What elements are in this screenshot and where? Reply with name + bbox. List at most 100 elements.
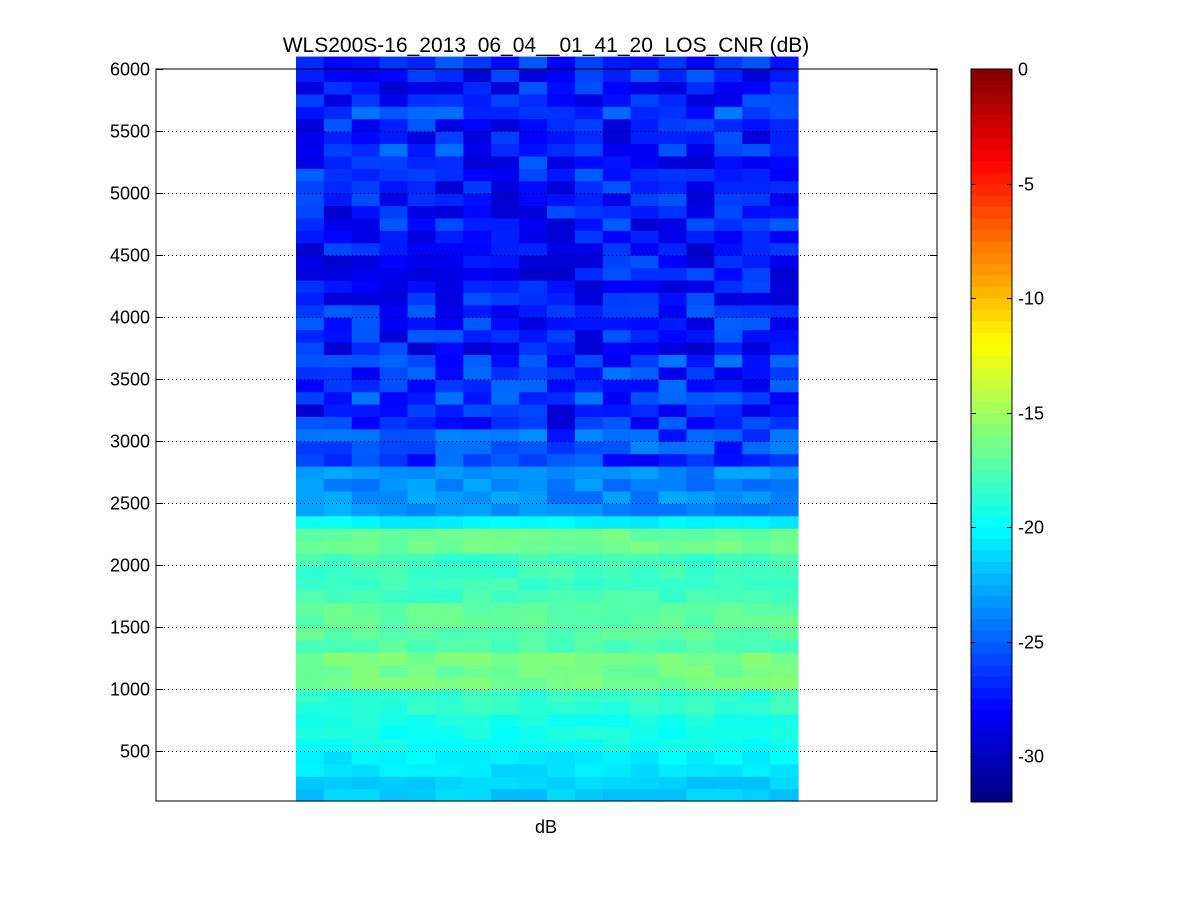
- colorbar-band: [971, 412, 1012, 425]
- heatmap-cell: [435, 540, 464, 554]
- heatmap-cell: [630, 403, 660, 417]
- heatmap-cell: [658, 627, 688, 641]
- heatmap-cell: [379, 56, 409, 70]
- heatmap-cell: [379, 106, 409, 120]
- heatmap-cell: [602, 676, 632, 690]
- heatmap-cell: [742, 193, 771, 207]
- heatmap-cell: [296, 180, 325, 194]
- heatmap-cell: [379, 93, 409, 107]
- heatmap-cell: [379, 726, 409, 740]
- colorbar-band: [971, 790, 1012, 803]
- colorbar-band: [971, 744, 1012, 757]
- colorbar-band: [971, 458, 1012, 471]
- heatmap-cell: [407, 267, 437, 281]
- heatmap-cell: [574, 106, 604, 120]
- heatmap-cell: [574, 230, 604, 244]
- heatmap-cell: [491, 354, 520, 368]
- heatmap-cell: [296, 552, 325, 566]
- heatmap-cell: [351, 93, 381, 107]
- heatmap-cell: [407, 403, 437, 417]
- heatmap-cell: [463, 751, 492, 765]
- heatmap-cell: [630, 453, 660, 467]
- heatmap-cell: [686, 180, 715, 194]
- heatmap-cell: [547, 391, 576, 405]
- heatmap-cell: [686, 131, 715, 145]
- heatmap-cell: [407, 652, 437, 666]
- heatmap-cell: [742, 416, 771, 430]
- heatmap-cell: [519, 155, 548, 169]
- heatmap-cell: [714, 627, 743, 641]
- heatmap-cell: [296, 341, 325, 355]
- heatmap-cell: [379, 317, 409, 331]
- heatmap-cell: [491, 503, 520, 517]
- heatmap-cell: [742, 751, 771, 765]
- heatmap-cell: [602, 428, 632, 442]
- heatmap-cell: [463, 441, 492, 455]
- heatmap-cell: [742, 131, 771, 145]
- heatmap-cell: [323, 652, 353, 666]
- heatmap-cell: [407, 143, 437, 157]
- heatmap-cell: [547, 441, 576, 455]
- heatmap-cell: [379, 428, 409, 442]
- heatmap-cell: [519, 403, 548, 417]
- heatmap-cell: [351, 565, 381, 579]
- heatmap-cell: [379, 366, 409, 380]
- heatmap-cell: [407, 763, 437, 777]
- heatmap-cell: [323, 714, 353, 728]
- heatmap-cell: [519, 193, 548, 207]
- heatmap-cell: [296, 69, 325, 83]
- heatmap-cell: [463, 304, 492, 318]
- heatmap-cell: [463, 515, 492, 529]
- heatmap-cell: [686, 515, 715, 529]
- heatmap-cell: [602, 776, 632, 790]
- heatmap-cell: [714, 738, 743, 752]
- y-tick-label: 2000: [110, 556, 150, 576]
- heatmap-cell: [435, 466, 464, 480]
- colorbar-band: [971, 332, 1012, 345]
- heatmap-cell: [351, 602, 381, 616]
- heatmap-cell: [574, 329, 604, 343]
- heatmap-cell: [351, 155, 381, 169]
- heatmap-cell: [686, 528, 715, 542]
- heatmap-cell: [435, 627, 464, 641]
- heatmap-cell: [351, 466, 381, 480]
- heatmap-cell: [491, 590, 520, 604]
- y-tick-label: 5000: [110, 184, 150, 204]
- heatmap-cell: [435, 676, 464, 690]
- colorbar-band: [971, 194, 1012, 207]
- heatmap-cell: [574, 577, 604, 591]
- heatmap-cell: [602, 478, 632, 492]
- heatmap-cell: [463, 255, 492, 269]
- heatmap-cell: [574, 602, 604, 616]
- heatmap-cell: [686, 379, 715, 393]
- heatmap-cell: [574, 155, 604, 169]
- heatmap-cell: [351, 366, 381, 380]
- heatmap-cell: [379, 416, 409, 430]
- heatmap-cell: [435, 106, 464, 120]
- heatmap-cell: [714, 403, 743, 417]
- heatmap-cell: [714, 466, 743, 480]
- heatmap-cell: [686, 329, 715, 343]
- heatmap-cell: [630, 428, 660, 442]
- heatmap-cell: [491, 391, 520, 405]
- heatmap-cell: [491, 565, 520, 579]
- heatmap-cell: [742, 627, 771, 641]
- heatmap-cell: [770, 341, 799, 355]
- heatmap-cell: [770, 366, 799, 380]
- heatmap-cell: [435, 317, 464, 331]
- heatmap-cell: [630, 602, 660, 616]
- heatmap-cell: [435, 701, 464, 715]
- heatmap-cell: [686, 416, 715, 430]
- heatmap-cell: [686, 590, 715, 604]
- colorbar-band: [971, 698, 1012, 711]
- heatmap-cell: [407, 701, 437, 715]
- heatmap-cell: [547, 763, 576, 777]
- heatmap-cell: [351, 329, 381, 343]
- colorbar-band: [971, 378, 1012, 391]
- heatmap-cell: [742, 242, 771, 256]
- heatmap-cell: [714, 590, 743, 604]
- heatmap-cell: [686, 106, 715, 120]
- heatmap-cell: [435, 751, 464, 765]
- heatmap-cell: [574, 788, 604, 802]
- heatmap-cell: [742, 379, 771, 393]
